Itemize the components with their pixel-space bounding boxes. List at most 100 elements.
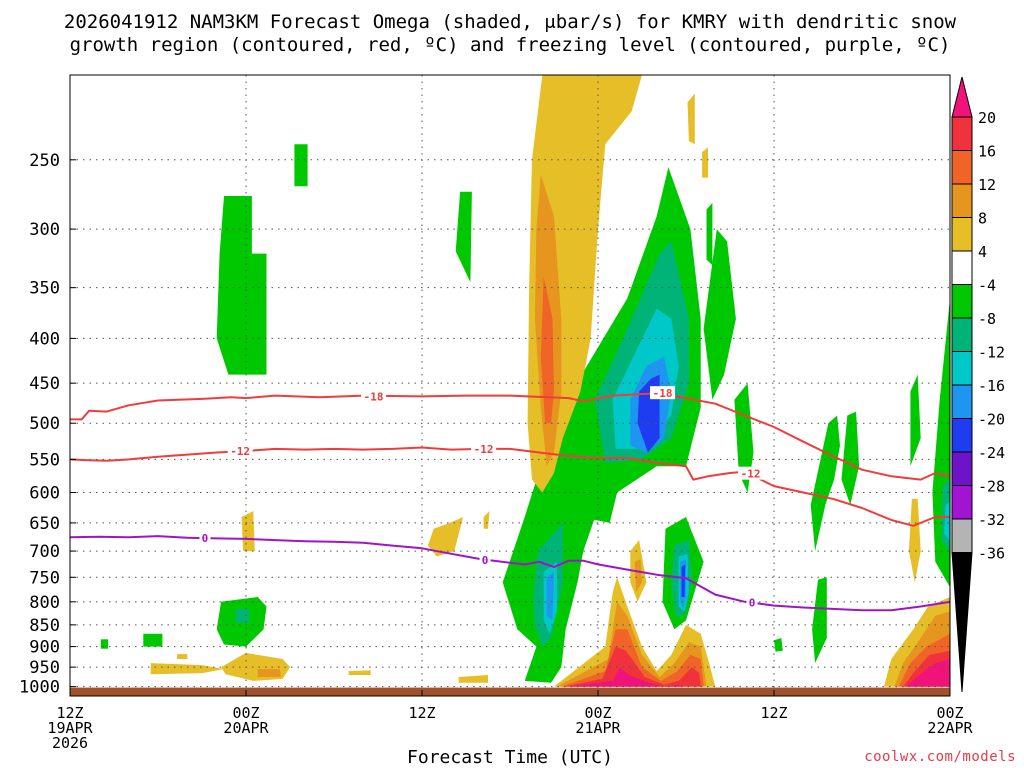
colorbar-label-9: -20 xyxy=(978,411,1005,429)
contour-label-2: -12 xyxy=(230,445,250,458)
y-tick-label-850: 850 xyxy=(29,616,60,636)
omega-region-51 xyxy=(564,646,701,687)
x-tick-label-60-0: 00Z xyxy=(936,704,963,722)
colorbar-label-2: 12 xyxy=(978,176,996,194)
contour-label-bg-4 xyxy=(738,466,764,480)
chart-title-line-1: 2026041912 NAM3KM Forecast Omega (shaded… xyxy=(64,11,957,33)
omega-region-21 xyxy=(706,202,713,266)
contour-label-bg-6 xyxy=(479,553,491,567)
plot-frame xyxy=(69,74,951,697)
omega-region-35 xyxy=(687,93,695,145)
omega-region-58 xyxy=(906,659,950,687)
omega-region-20 xyxy=(681,564,686,597)
omega-region-22 xyxy=(703,229,736,400)
colorbar-bin-3 xyxy=(951,183,973,218)
y-tick-label-400: 400 xyxy=(29,329,60,349)
x-tick-label-0-1: 19APR xyxy=(47,719,93,737)
contour-label-1: -18 xyxy=(653,387,673,400)
y-tick-label-950: 950 xyxy=(29,658,60,678)
chart-title-line-2: growth region (contoured, red, ºC) and f… xyxy=(70,34,951,56)
colorbar-bin-12 xyxy=(951,485,973,520)
omega-region-27 xyxy=(910,374,921,467)
omega-region-39 xyxy=(483,511,490,529)
omega-region-0 xyxy=(216,196,267,375)
x-tick-label-36-0: 00Z xyxy=(584,704,611,722)
y-tick-label-800: 800 xyxy=(29,593,60,613)
omega-shading xyxy=(100,75,950,687)
omega-region-24 xyxy=(810,415,840,552)
y-tick-label-750: 750 xyxy=(29,568,60,588)
contour-label-4: -12 xyxy=(741,468,761,481)
contour-label-bg-1 xyxy=(650,386,676,400)
colorbar-label-12: -32 xyxy=(978,511,1005,529)
y-tick-label-600: 600 xyxy=(29,483,60,503)
x-tick-label-60-1: 22APR xyxy=(927,719,973,737)
contour-label-7: 0 xyxy=(749,596,756,609)
y-tick-label-550: 550 xyxy=(29,450,60,470)
credit-text[interactable]: coolwx.com/models xyxy=(864,749,1016,765)
colorbar-label-7: -12 xyxy=(978,344,1005,362)
x-axis-label: Forecast Time (UTC) xyxy=(407,747,613,768)
omega-region-36 xyxy=(702,147,708,178)
y-tick-label-450: 450 xyxy=(29,374,60,394)
colorbar-label-13: -36 xyxy=(978,545,1005,563)
omega-region-44 xyxy=(458,675,488,683)
contour--12-line xyxy=(70,446,950,527)
y-tick-label-350: 350 xyxy=(29,279,60,299)
contour-label-bg-3 xyxy=(471,441,497,455)
surface-terrain xyxy=(70,687,950,696)
x-tick-label-24-0: 12Z xyxy=(408,704,435,722)
y-tick-label-700: 700 xyxy=(29,542,60,562)
omega-region-54 xyxy=(908,498,921,583)
colorbar-label-4: 4 xyxy=(978,243,987,261)
colorbar-bin-4 xyxy=(951,217,973,252)
colorbar-cap-bottom xyxy=(951,552,973,693)
contour-label-bg-0 xyxy=(361,389,387,403)
contour-0-line xyxy=(70,535,950,612)
omega-region-30 xyxy=(944,501,950,541)
colorbar-label-6: -8 xyxy=(978,310,996,328)
y-tick-label-300: 300 xyxy=(29,220,60,240)
colorbar-bin-7 xyxy=(951,317,973,352)
omega-region-52 xyxy=(568,667,684,687)
omega-region-26 xyxy=(812,577,827,664)
colorbar-label-11: -28 xyxy=(978,478,1005,496)
x-tick-label-48-0: 12Z xyxy=(760,704,787,722)
x-tick-label-36-1: 21APR xyxy=(575,719,621,737)
omega-region-38 xyxy=(241,511,255,552)
y-tick-label-650: 650 xyxy=(29,514,60,534)
omega-region-42 xyxy=(257,669,282,677)
colorbar-bin-8 xyxy=(951,351,973,386)
x-tick-label-0-2: 2026 xyxy=(52,734,88,752)
colorbar-label-10: -24 xyxy=(978,444,1005,462)
colorbar-bin-6 xyxy=(951,284,973,319)
colorbar-bin-1 xyxy=(951,116,973,151)
contour--18-line xyxy=(70,392,950,481)
y-tick-label-900: 900 xyxy=(29,638,60,658)
omega-region-1 xyxy=(294,144,308,187)
omega-region-25 xyxy=(841,411,860,505)
y-tick-label-500: 500 xyxy=(29,414,60,434)
omega-region-2 xyxy=(455,191,472,283)
omega-region-45 xyxy=(177,654,188,659)
colorbar-label-1: 16 xyxy=(978,143,996,161)
contour-label-bg-2 xyxy=(227,444,253,458)
colorbar-bin-10 xyxy=(951,418,973,453)
omega-region-5 xyxy=(143,633,163,647)
omega-region-31 xyxy=(774,638,783,652)
omega-region-40 xyxy=(150,663,224,675)
colorbar-label-0: 20 xyxy=(978,109,996,127)
plot-area: -18 -18 -12 -12 -12 0 0 0 xyxy=(70,75,950,696)
contour-label-3: -12 xyxy=(474,443,494,456)
contour-label-bg-7 xyxy=(746,595,758,609)
colorbar: 20 16 12 8 4 -4 -8 -12 -16 -20 -24 -28 -32 -36 xyxy=(951,76,1005,693)
contour-lines: -18 -18 -12 -12 -12 0 0 0 xyxy=(70,386,950,612)
x-tick-label-0-0: 12Z xyxy=(56,704,83,722)
omega-region-34 xyxy=(540,276,554,424)
contour-label-6: 0 xyxy=(482,554,489,567)
colorbar-cap-top xyxy=(951,76,973,118)
y-tick-label-1000: 1000 xyxy=(19,678,60,698)
omega-region-43 xyxy=(348,670,371,675)
